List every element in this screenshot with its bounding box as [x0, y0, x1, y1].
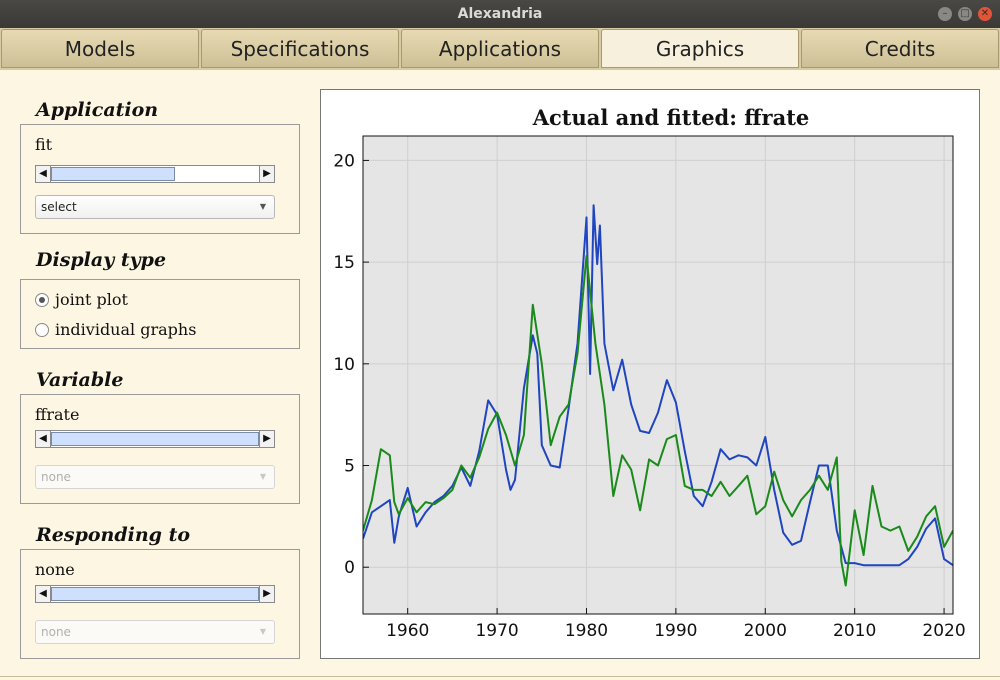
x-tick-label: 2020 [922, 621, 965, 641]
chart-title: Actual and fitted: ffrate [532, 105, 810, 130]
application-label: fit [35, 135, 53, 154]
responding-to-scrollbar[interactable]: ◀ ▶ [35, 585, 275, 603]
application-group: fit ◀ ▶ select ▼ [20, 124, 300, 234]
responding-to-heading: Responding to [36, 524, 191, 546]
scroll-right-icon[interactable]: ▶ [259, 431, 274, 447]
x-tick-label: 1960 [386, 621, 429, 641]
scroll-left-icon[interactable]: ◀ [36, 166, 51, 182]
variable-select-value: none [41, 470, 71, 484]
radio-individual-graphs-label[interactable]: individual graphs [55, 320, 197, 339]
y-tick-label: 15 [333, 253, 355, 273]
y-tick-label: 5 [344, 457, 355, 477]
variable-label: ffrate [35, 405, 80, 424]
application-select-value: select [41, 200, 77, 214]
chevron-down-icon: ▼ [259, 202, 266, 211]
radio-selected-dot [39, 297, 45, 303]
chevron-down-icon: ▼ [259, 627, 266, 636]
chart-svg: 1960 1970 1980 1990 2000 2010 2020 0 5 10 15 20 Actu… [333, 105, 965, 641]
responding-to-label: none [35, 560, 75, 579]
tab-models[interactable]: Models [1, 29, 199, 68]
plot-frame [362, 135, 954, 615]
x-tick-label: 2000 [744, 621, 787, 641]
tab-bar: Models Specifications Applications Graph… [0, 28, 1000, 70]
scroll-left-icon[interactable]: ◀ [36, 431, 51, 447]
radio-joint-plot[interactable] [35, 293, 49, 307]
y-tick-label: 0 [344, 558, 355, 578]
application-heading: Application [36, 99, 159, 121]
window-title: Alexandria [457, 6, 543, 22]
application-scrollbar[interactable]: ◀ ▶ [35, 165, 275, 183]
tab-applications[interactable]: Applications [401, 29, 599, 68]
tab-graphics[interactable]: Graphics [601, 29, 799, 68]
variable-scrollbar[interactable]: ◀ ▶ [35, 430, 275, 448]
scroll-right-icon[interactable]: ▶ [259, 586, 274, 602]
responding-to-group: none ◀ ▶ none ▼ [20, 549, 300, 659]
series-line-2 [363, 255, 953, 587]
variable-heading: Variable [36, 369, 124, 391]
x-tick-label: 1970 [475, 621, 518, 641]
scroll-right-icon[interactable]: ▶ [259, 166, 274, 182]
responding-to-select[interactable]: none ▼ [35, 620, 275, 644]
x-tick-label: 1990 [654, 621, 697, 641]
application-select[interactable]: select ▼ [35, 195, 275, 219]
close-icon[interactable]: ✕ [978, 7, 992, 21]
radio-joint-plot-label[interactable]: joint plot [55, 290, 128, 309]
scroll-thumb[interactable] [51, 587, 259, 601]
tab-specifications[interactable]: Specifications [201, 29, 399, 68]
scroll-thumb[interactable] [51, 432, 259, 446]
chart-panel: 1960 1970 1980 1990 2000 2010 2020 0 5 10 15 20 Actu… [320, 89, 980, 659]
bottom-divider [0, 676, 1000, 677]
y-tick-label: 10 [333, 355, 355, 375]
x-tick-label: 1980 [565, 621, 608, 641]
responding-to-select-value: none [41, 625, 71, 639]
maximize-icon[interactable]: □ [958, 7, 972, 21]
scroll-thumb[interactable] [51, 167, 175, 181]
tab-credits[interactable]: Credits [801, 29, 999, 68]
display-type-heading: Display type [36, 249, 167, 271]
scroll-left-icon[interactable]: ◀ [36, 586, 51, 602]
variable-select[interactable]: none ▼ [35, 465, 275, 489]
y-tick-label: 20 [333, 151, 355, 171]
display-type-group: joint plot individual graphs [20, 279, 300, 349]
radio-individual-graphs[interactable] [35, 323, 49, 337]
minimize-icon[interactable]: – [938, 7, 952, 21]
variable-group: ffrate ◀ ▶ none ▼ [20, 394, 300, 504]
window-titlebar: Alexandria – □ ✕ [0, 0, 1000, 28]
x-tick-label: 2010 [833, 621, 876, 641]
chevron-down-icon: ▼ [259, 472, 266, 481]
